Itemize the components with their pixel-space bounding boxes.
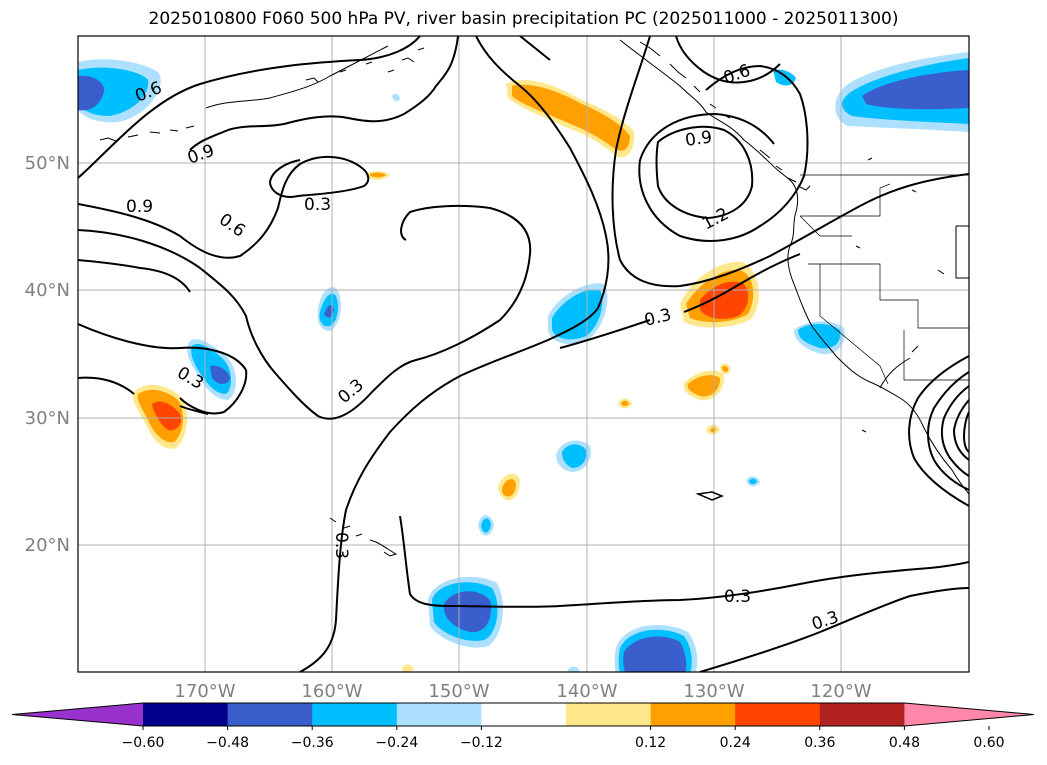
coastlines bbox=[99, 39, 969, 557]
pv-contours bbox=[78, 36, 969, 672]
lat-labels: 50°N 40°N 30°N 20°N bbox=[25, 153, 70, 556]
colorbar-bin bbox=[650, 703, 736, 726]
colorbar-bin bbox=[396, 703, 482, 726]
colorbar-tick-label: 0.12 bbox=[635, 735, 666, 751]
colorbar: −0.60 −0.48 −0.36 −0.24 −0.12 0.12 0.24 0.36 0.4… bbox=[11, 702, 1035, 751]
colorbar-bin bbox=[143, 703, 229, 726]
map-frame bbox=[77, 35, 970, 673]
colorbar-bin bbox=[227, 703, 313, 726]
colorbar-bin bbox=[735, 703, 821, 726]
colorbar-tick-label: 0.24 bbox=[720, 735, 751, 751]
lon-label: 160°W bbox=[301, 681, 362, 702]
colorbar-tick-label: −0.12 bbox=[460, 735, 503, 751]
colorbar-tick-label: −0.48 bbox=[206, 735, 249, 751]
lat-label: 50°N bbox=[25, 153, 70, 174]
lon-label: 150°W bbox=[428, 681, 489, 702]
contour-label: 0.3 bbox=[331, 532, 351, 559]
contour-label: 0.9 bbox=[684, 127, 714, 151]
lon-label: 140°W bbox=[556, 681, 617, 702]
map-area: 0.6 0.9 0.9 0.6 0.3 0.3 0.3 0.3 0.6 0.9 … bbox=[78, 36, 969, 672]
lat-label: 40°N bbox=[25, 280, 70, 301]
lon-label: 130°W bbox=[683, 681, 744, 702]
colorbar-bin bbox=[312, 703, 398, 726]
colorbar-bin bbox=[819, 703, 905, 726]
colorbar-extend-high bbox=[904, 703, 1034, 726]
colorbar-tick-label: 0.60 bbox=[973, 735, 1004, 751]
colorbar-tick-label: −0.60 bbox=[122, 735, 165, 751]
colorbar-tick-label: 0.48 bbox=[889, 735, 920, 751]
map-title: 2025010800 F060 500 hPa PV, river basin … bbox=[148, 9, 899, 29]
lon-labels: 170°W 160°W 150°W 140°W 130°W 120°W bbox=[174, 681, 871, 702]
colorbar-bin bbox=[481, 703, 567, 726]
lat-label: 30°N bbox=[25, 408, 70, 429]
colorbar-tick-label: −0.36 bbox=[291, 735, 334, 751]
lat-label: 20°N bbox=[25, 535, 70, 556]
lon-label: 170°W bbox=[174, 681, 235, 702]
contour-label: 0.9 bbox=[126, 197, 153, 217]
gridlines bbox=[78, 36, 969, 672]
colorbar-bin bbox=[566, 703, 652, 726]
contour-label: 0.3 bbox=[304, 195, 331, 215]
contour-label: 0.3 bbox=[724, 587, 751, 607]
colorbar-extend-low bbox=[12, 703, 143, 726]
lon-label: 120°W bbox=[810, 681, 871, 702]
colorbar-tick-label: −0.24 bbox=[375, 735, 418, 751]
colorbar-tick-label: 0.36 bbox=[804, 735, 835, 751]
